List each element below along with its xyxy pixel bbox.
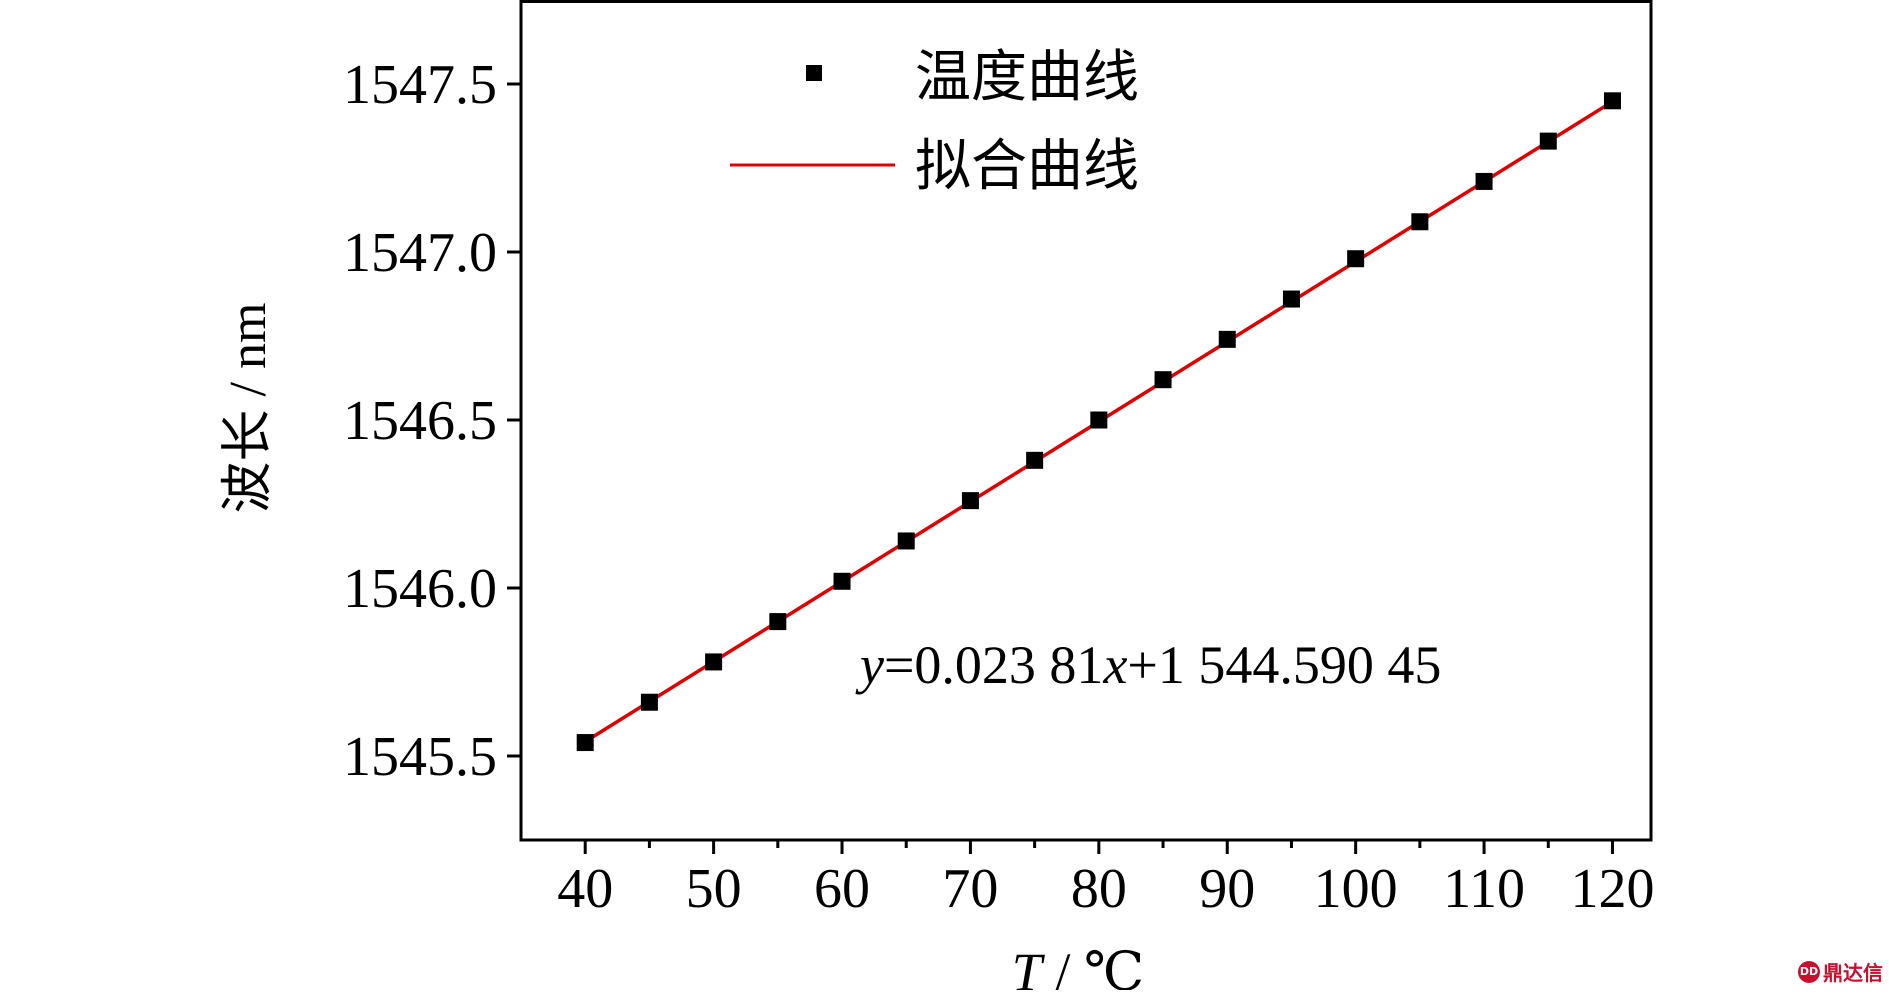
data-point — [640, 693, 658, 711]
x-tick-label: 60 — [814, 858, 870, 920]
data-point — [1154, 371, 1172, 389]
plot-frame — [519, 0, 1653, 842]
data-point — [1090, 411, 1108, 429]
watermark-logo: DD — [1798, 960, 1820, 983]
x-tick-label: 80 — [1071, 858, 1127, 920]
data-point — [1539, 132, 1557, 150]
y-tick-label: 1545.5 — [343, 726, 497, 788]
legend-marker-temperature — [806, 65, 822, 81]
y-tick-label: 1546.0 — [343, 558, 497, 620]
x-ticks: 40 50 60 70 80 90 100 110 120 — [557, 840, 1654, 920]
data-point — [961, 492, 979, 510]
data-point — [576, 734, 594, 752]
y-tick-label: 1547.0 — [343, 222, 497, 284]
legend-label-temperature: 温度曲线 — [915, 47, 1139, 109]
legend: 温度曲线 拟合曲线 — [730, 47, 1139, 198]
x-tick-label: 50 — [686, 858, 742, 920]
x-axis-title: T / ℃ — [1012, 942, 1144, 990]
y-tick-label: 1547.5 — [343, 54, 497, 116]
data-point — [769, 613, 787, 631]
legend-label-fit: 拟合曲线 — [915, 136, 1139, 198]
eq-x-var: x — [1102, 635, 1127, 695]
y-tick-label: 1546.5 — [343, 390, 497, 452]
data-point — [705, 653, 723, 671]
x-axis-var: T — [1012, 942, 1046, 990]
data-point — [1603, 92, 1621, 110]
data-point — [1282, 290, 1300, 308]
y-ticks: 1545.5 1546.0 1546.5 1547.0 1547.5 — [343, 54, 521, 788]
data-point — [1218, 330, 1236, 348]
x-tick-label: 110 — [1443, 858, 1525, 920]
x-tick-label: 90 — [1199, 858, 1255, 920]
watermark: DD 鼎达信 — [1798, 957, 1883, 986]
eq-mid: =0.023 81 — [884, 635, 1103, 695]
x-tick-label: 100 — [1314, 858, 1398, 920]
eq-tail: +1 544.590 45 — [1127, 635, 1441, 695]
data-point — [897, 532, 915, 550]
fit-equation: y=0.023 81x+1 544.590 45 — [855, 635, 1441, 695]
watermark-text: 鼎达信 — [1823, 961, 1883, 985]
axes — [519, 0, 1653, 842]
data-point — [833, 572, 851, 590]
data-point — [1347, 250, 1365, 268]
data-point — [1411, 213, 1429, 231]
data-points — [576, 92, 1621, 752]
y-axis-title: 波长 / nm — [220, 303, 277, 514]
x-tick-label: 120 — [1570, 858, 1654, 920]
eq-y-var: y — [855, 635, 884, 695]
x-tick-label: 70 — [942, 858, 998, 920]
data-point — [1026, 451, 1044, 469]
x-axis-unit: / ℃ — [1042, 942, 1144, 990]
data-point — [1475, 172, 1493, 190]
x-tick-label: 40 — [557, 858, 613, 920]
